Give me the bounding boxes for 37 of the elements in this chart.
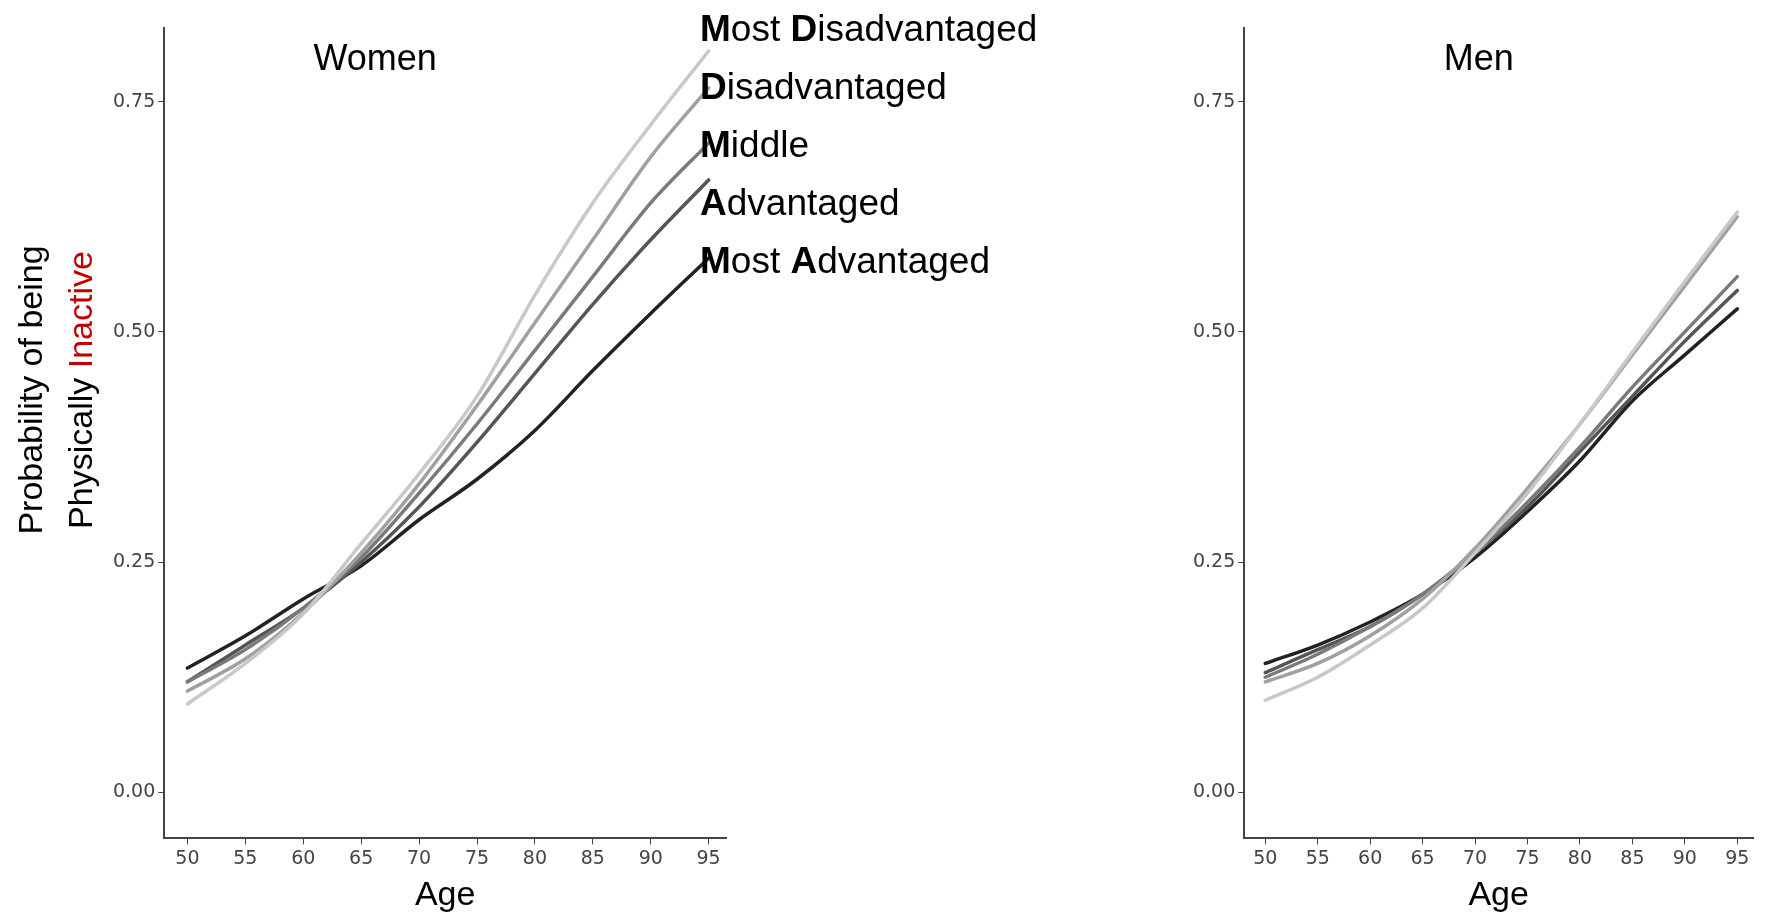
x-axis-title: Age xyxy=(1468,873,1529,912)
x-tick-label: 70 xyxy=(1462,845,1488,868)
x-tick-label: 50 xyxy=(1253,845,1278,868)
series-label: Advantaged xyxy=(700,181,901,225)
x-tick-label: 90 xyxy=(638,845,663,868)
chart-title: Women xyxy=(313,36,437,78)
y-tick-label: 0.00 xyxy=(112,779,156,802)
x-tick-label: 80 xyxy=(522,845,547,868)
series-label: Most Disadvantaged xyxy=(700,7,1038,51)
x-tick-label: 75 xyxy=(1515,845,1540,868)
chart-title: Men xyxy=(1443,36,1514,78)
x-tick-label: 55 xyxy=(1305,845,1330,868)
x-tick-label: 80 xyxy=(1567,845,1593,868)
x-tick-label: 75 xyxy=(464,845,490,868)
x-tick-label: 60 xyxy=(291,845,316,868)
x-axis-title: Age xyxy=(414,873,476,912)
series-label: Disadvantaged xyxy=(700,65,948,109)
x-tick-label: 65 xyxy=(1410,845,1435,868)
x-tick-label: 90 xyxy=(1672,845,1697,868)
x-tick-label: 55 xyxy=(233,845,258,868)
series-label: Most Advantaged xyxy=(700,239,992,283)
x-tick-label: 70 xyxy=(407,845,432,868)
y-tick-label: 0.50 xyxy=(1192,318,1236,341)
x-tick-label: 95 xyxy=(1725,845,1750,868)
x-tick-label: 95 xyxy=(696,845,721,868)
x-tick-label: 65 xyxy=(349,845,374,868)
x-tick-label: 85 xyxy=(1620,845,1645,868)
x-tick-label: 85 xyxy=(580,845,605,868)
y-tick-label: 0.50 xyxy=(112,318,156,341)
x-tick-label: 50 xyxy=(175,845,200,868)
y-tick-label: 0.00 xyxy=(1192,779,1236,802)
x-tick-label: 60 xyxy=(1358,845,1383,868)
y-tick-label: 0.75 xyxy=(112,88,156,111)
y-tick-label: 0.75 xyxy=(1192,88,1236,111)
y-tick-label: 0.25 xyxy=(112,549,156,572)
y-tick-label: 0.25 xyxy=(1192,549,1236,572)
series-label: Middle xyxy=(700,123,810,167)
